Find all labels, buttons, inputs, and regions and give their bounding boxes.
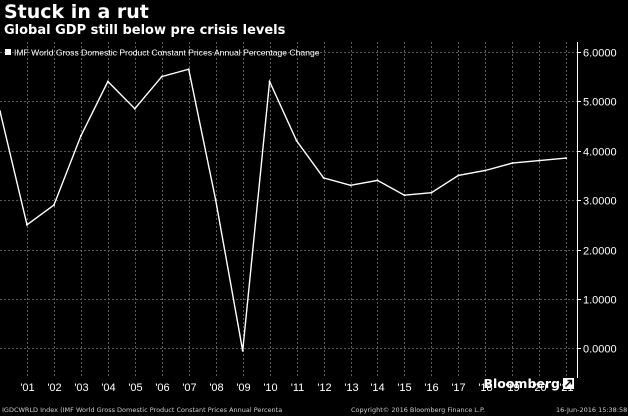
y-tick-label: 2.0000 xyxy=(583,246,617,258)
legend-label: IMF World Gross Domestic Product Constan… xyxy=(14,48,320,58)
data-point xyxy=(268,80,271,83)
data-point xyxy=(403,194,406,197)
x-tick-labels: '01 '02 '03 '04 '05 '06 '07 '08 '09 '10 '11 '12 '13 '… xyxy=(20,382,573,394)
x-tick-label: '13 xyxy=(344,382,358,394)
data-point xyxy=(26,223,28,226)
data-point xyxy=(457,174,460,177)
bloomberg-logo: Bloomberg xyxy=(483,376,574,391)
grid-lines xyxy=(0,42,577,378)
bloomberg-logo-mark-arrow xyxy=(565,379,573,387)
y-tick-label: 4.0000 xyxy=(583,147,617,159)
x-tick-label: '06 xyxy=(155,382,169,394)
y-tick-labels: 6.0000 5.0000 4.0000 3.0000 2.0000 1.0000 0.00… xyxy=(577,48,617,356)
bloomberg-logo-text: Bloomberg xyxy=(483,376,560,391)
x-tick-label: '18 xyxy=(478,382,492,394)
footer-index-name: IGDCWRLD Index (IMF World Gross Domestic… xyxy=(2,406,283,414)
x-tick-label: '07 xyxy=(182,382,196,394)
x-tick-label: '14 xyxy=(370,382,384,394)
data-point xyxy=(160,75,163,78)
footer-timestamp: 16-Jun-2016 15:38:58 xyxy=(556,406,628,414)
data-point xyxy=(430,191,433,194)
x-tick-label: '10 xyxy=(263,382,277,394)
data-point xyxy=(484,169,487,172)
x-tick-label: '01 xyxy=(20,382,34,394)
series-line xyxy=(0,68,567,351)
y-tick-label: 5.0000 xyxy=(583,97,617,109)
data-point xyxy=(79,134,82,137)
x-tick-label: '04 xyxy=(101,382,115,394)
data-point xyxy=(52,204,55,207)
data-point xyxy=(241,349,244,352)
data-point xyxy=(538,159,541,162)
legend: IMF World Gross Domestic Product Constan… xyxy=(5,48,320,58)
x-tick-label: '11 xyxy=(291,382,305,394)
footer-copyright: Copyright© 2016 Bloomberg Finance L.P. xyxy=(351,406,485,414)
data-point xyxy=(106,80,109,83)
data-point xyxy=(133,107,136,110)
x-tick-label: '05 xyxy=(128,382,142,394)
x-tick-label: '03 xyxy=(74,382,88,394)
x-tick-label: '19 xyxy=(505,382,519,394)
y-tick-label: 0.0000 xyxy=(583,344,617,356)
data-point xyxy=(511,162,514,165)
x-tick-label: '15 xyxy=(397,382,411,394)
data-point xyxy=(295,139,298,142)
data-point xyxy=(0,110,1,113)
data-point xyxy=(349,184,352,187)
data-point xyxy=(187,68,190,71)
data-point xyxy=(322,176,325,179)
x-tick-label: '09 xyxy=(236,382,250,394)
data-point xyxy=(376,179,379,182)
chart-subtitle: Global GDP still below pre crisis levels xyxy=(4,23,286,38)
x-tick-label: '17 xyxy=(451,382,465,394)
x-tick-label: '02 xyxy=(47,382,61,394)
series-group xyxy=(0,68,568,352)
x-tick-label: '16 xyxy=(424,382,438,394)
data-point xyxy=(214,199,217,202)
y-tick-label: 1.0000 xyxy=(583,295,617,307)
data-point xyxy=(565,157,568,160)
x-tick-label: '12 xyxy=(317,382,331,394)
x-tick-label: '08 xyxy=(209,382,223,394)
chart-title: Stuck in a rut xyxy=(4,1,149,23)
x-tick-label: '20 xyxy=(532,382,546,394)
y-tick-label: 3.0000 xyxy=(583,196,617,208)
legend-swatch xyxy=(5,49,11,55)
y-tick-label: 6.0000 xyxy=(583,48,617,60)
